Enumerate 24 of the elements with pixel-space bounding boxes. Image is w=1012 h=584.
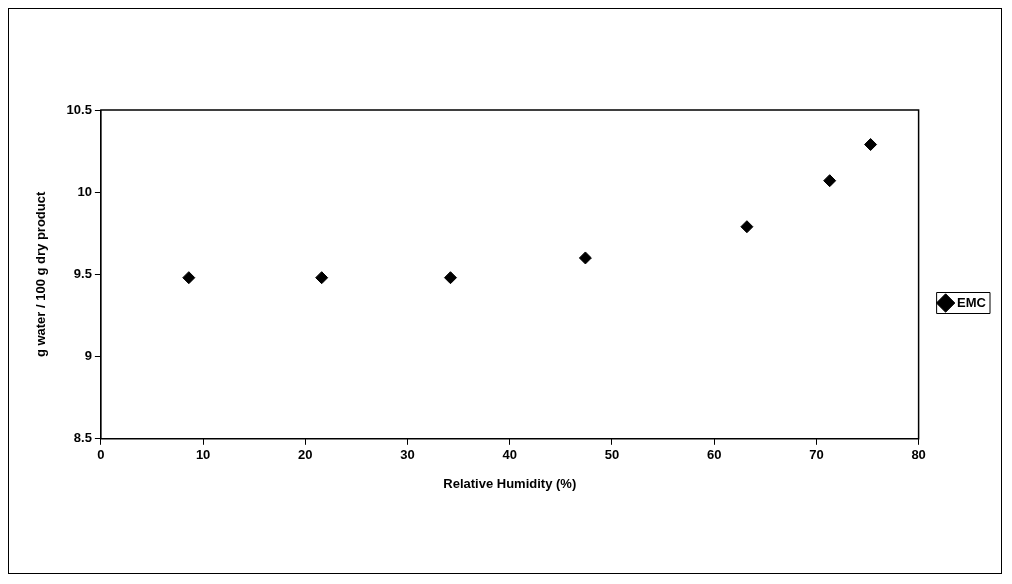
point	[443, 271, 457, 285]
point	[740, 220, 754, 234]
y-tick-label: 9.5	[73, 265, 92, 281]
x-tick-label: 0	[97, 447, 105, 463]
point	[578, 251, 592, 265]
point	[864, 138, 878, 152]
y-tick-label: 10.5	[66, 101, 92, 117]
x-tick-label: 30	[400, 447, 415, 463]
x-tick-label: 40	[502, 447, 517, 463]
x-tick-label: 80	[911, 447, 926, 463]
y-tick-label: 10	[77, 183, 92, 199]
x-tick-label: 10	[195, 447, 211, 463]
point	[315, 271, 329, 285]
point	[823, 174, 837, 188]
y-tick-label: 8.5	[73, 430, 92, 446]
x-tick-label: 60	[706, 447, 722, 463]
point	[182, 271, 196, 285]
x-tick-label: 70	[809, 447, 824, 463]
y-tick-label: 9	[84, 348, 92, 364]
x-tick-label: 20	[298, 447, 313, 463]
x-tick-label: 50	[604, 447, 620, 463]
x-axis-title: Relative Humidity (%)	[443, 475, 577, 491]
legend-label: EMC	[957, 294, 987, 310]
y-axis-title: g water / 100 g dry product	[33, 191, 49, 358]
